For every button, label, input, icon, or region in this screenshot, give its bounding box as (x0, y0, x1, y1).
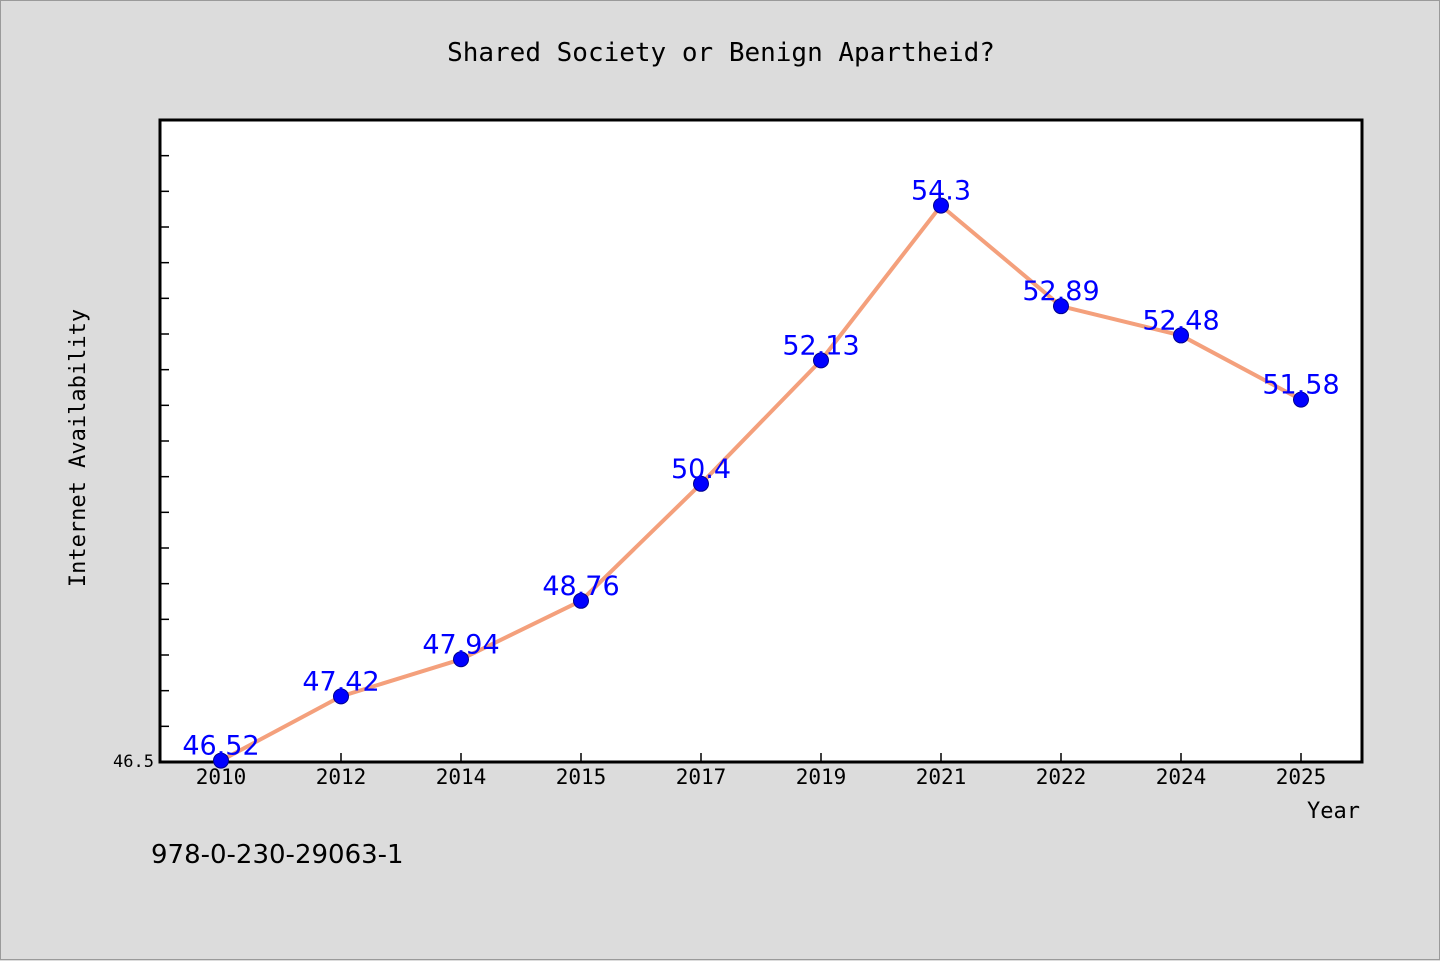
data-label: 48.76 (542, 571, 619, 602)
chart-title: Shared Society or Benign Apartheid? (447, 38, 995, 68)
x-tick-label: 2012 (316, 765, 367, 789)
data-label: 54.3 (911, 176, 971, 207)
data-point (573, 592, 589, 609)
data-point (213, 752, 229, 769)
data-point (1293, 391, 1309, 408)
x-tick-label: 2025 (1276, 765, 1327, 789)
data-label: 51.58 (1262, 370, 1339, 401)
x-tick-label: 2022 (1036, 765, 1087, 789)
y-axis-label: Internet Availability (66, 309, 91, 587)
data-label: 47.94 (422, 629, 499, 660)
x-tick-label: 2015 (556, 765, 607, 789)
x-axis-ticks: 2010 2012 2014 2015 2017 2019 2021 2022 2024 2025 (196, 753, 1327, 789)
data-point (933, 197, 949, 214)
y-tick-label: 46.5 (113, 752, 154, 772)
x-tick-label: 2019 (796, 765, 847, 789)
data-point (1053, 298, 1069, 315)
data-point (813, 352, 829, 369)
x-tick-label: 2017 (676, 765, 727, 789)
data-labels: 46.52 47.42 47.94 48.76 50.4 52.13 54.3 52.89 52… (182, 176, 1339, 762)
x-tick-label: 2014 (436, 765, 487, 789)
footer-isbn: 978-0-230-29063-1 (151, 840, 404, 870)
x-tick-label: 2021 (916, 765, 967, 789)
data-point (333, 688, 349, 705)
data-label: 50.4 (671, 454, 731, 485)
y-axis-ticks (160, 154, 169, 728)
data-label: 47.42 (302, 666, 379, 697)
x-tick-label: 2024 (1156, 765, 1207, 789)
x-tick-label: 2010 (196, 765, 247, 789)
data-point (453, 651, 469, 668)
plot-area (158, 118, 1364, 764)
data-label: 52.48 (1142, 305, 1219, 336)
series-markers (213, 197, 1309, 769)
x-axis-label: Year (1307, 799, 1360, 824)
data-label: 52.89 (1022, 276, 1099, 307)
data-point (693, 475, 709, 492)
data-point (1173, 327, 1189, 344)
data-label: 52.13 (782, 330, 859, 361)
data-label: 46.52 (182, 731, 259, 762)
series-line (220, 203, 1302, 763)
